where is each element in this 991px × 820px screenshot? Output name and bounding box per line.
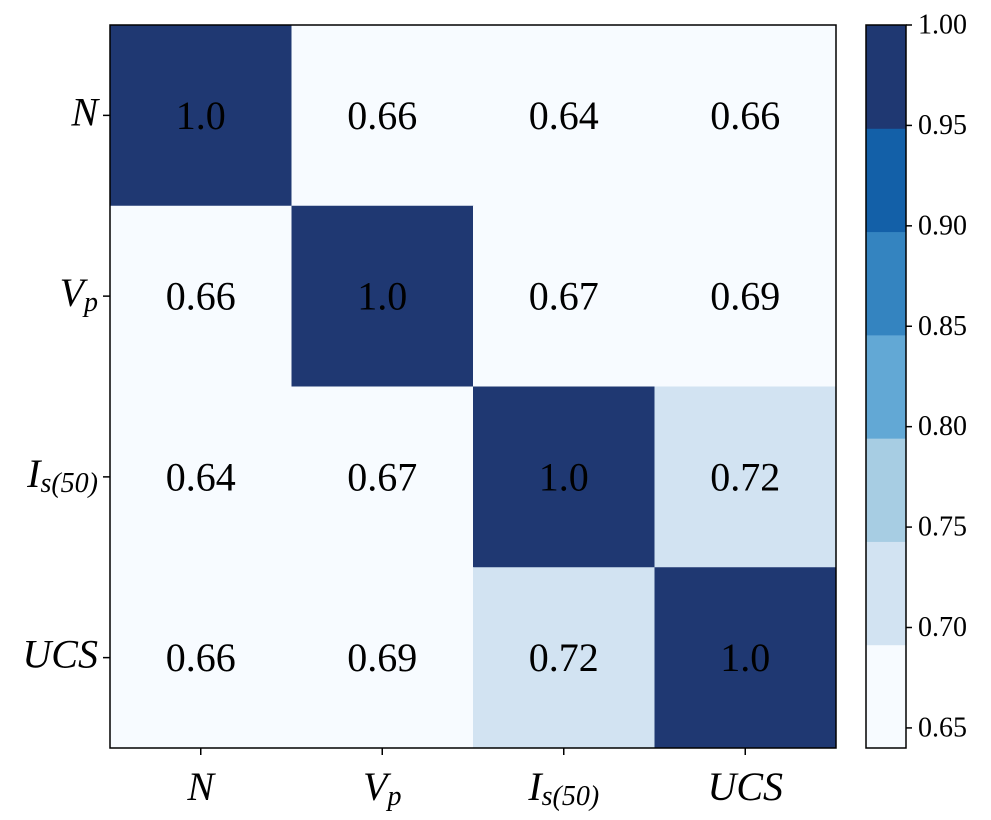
x-tick-label: N bbox=[186, 764, 216, 809]
heatmap-cell bbox=[110, 205, 292, 387]
cell-value-label: 0.66 bbox=[710, 93, 780, 138]
colorbar-band bbox=[866, 644, 906, 749]
heatmap-frame bbox=[109, 24, 837, 749]
colorbar-tick-label: 0.70 bbox=[918, 612, 967, 643]
cell-value-label: 1.0 bbox=[357, 274, 407, 319]
cell-value-label: 1.0 bbox=[720, 635, 770, 680]
y-tick-label-subscript: s(50) bbox=[40, 467, 98, 498]
colorbar-tick-label: 0.90 bbox=[918, 210, 967, 241]
cell-value-label: 0.64 bbox=[529, 93, 599, 138]
cell-value-label: 0.66 bbox=[347, 93, 417, 138]
colorbar-tick-label: 1.00 bbox=[918, 10, 967, 41]
colorbar: 1.00 0.95 0.90 0.85 0.80 0.75 0.70 0.65 bbox=[865, 10, 967, 749]
y-tick-label: UCS bbox=[22, 631, 98, 676]
heatmap-cell bbox=[110, 386, 292, 568]
heatmap-cell bbox=[291, 567, 474, 749]
x-tick-label-main: V bbox=[363, 764, 392, 809]
cell-value-label: 0.72 bbox=[710, 454, 780, 499]
y-tick-label-subscript: p bbox=[82, 287, 98, 318]
colorbar-frame bbox=[865, 24, 907, 749]
heatmap-cell bbox=[110, 25, 292, 207]
x-tick-label-main: N bbox=[186, 764, 216, 809]
heatmap-cell bbox=[473, 567, 655, 749]
heatmap-cell bbox=[291, 25, 474, 207]
y-tick-label-main: UCS bbox=[22, 631, 98, 676]
cell-value-label: 0.69 bbox=[710, 274, 780, 319]
cell-value-label: 0.72 bbox=[529, 635, 599, 680]
cell-value-label: 0.67 bbox=[347, 454, 417, 499]
colorbar-tick-label: 0.65 bbox=[918, 712, 967, 743]
colorbar-band bbox=[866, 25, 906, 129]
x-tick-label-main: I bbox=[527, 764, 543, 809]
x-tick-label-subscript: p bbox=[385, 781, 401, 812]
cell-value-label: 0.64 bbox=[166, 454, 236, 499]
y-tick-label: N bbox=[70, 89, 100, 134]
x-tick-label: Is(50) bbox=[527, 764, 599, 812]
heatmap-cells: 1.0 0.66 0.64 0.66 0.66 1.0 0.67 0.69 0.64 0.67 1.… bbox=[110, 25, 837, 749]
colorbar-tick-label: 0.95 bbox=[918, 110, 967, 141]
colorbar-tick-label: 0.75 bbox=[918, 512, 967, 543]
colorbar-tick-label: 0.85 bbox=[918, 311, 967, 342]
axes: N Vp Is(50) UCS N Vp Is(50) UCS bbox=[22, 89, 783, 812]
heatmap-cell bbox=[654, 205, 837, 387]
heatmap-cell bbox=[291, 205, 474, 387]
cell-value-label: 1.0 bbox=[176, 93, 226, 138]
colorbar-band bbox=[866, 128, 906, 233]
colorbar-band bbox=[866, 438, 906, 542]
cell-value-label: 0.67 bbox=[529, 274, 599, 319]
x-tick-label-subscript: s(50) bbox=[542, 781, 600, 812]
cell-value-label: 1.0 bbox=[539, 454, 589, 499]
cell-value-label: 0.66 bbox=[166, 635, 236, 680]
heatmap-cell bbox=[473, 25, 655, 207]
y-tick-label-main: N bbox=[70, 89, 100, 134]
x-tick-label: Vp bbox=[363, 764, 401, 812]
x-tick-label-main: UCS bbox=[707, 764, 783, 809]
colorbar-band bbox=[866, 334, 906, 439]
cell-value-label: 0.66 bbox=[166, 274, 236, 319]
heatmap-cell bbox=[654, 567, 837, 749]
heatmap-cell bbox=[110, 567, 292, 749]
colorbar-band bbox=[866, 541, 906, 646]
heatmap-cell bbox=[654, 25, 837, 207]
cell-value-label: 0.69 bbox=[347, 635, 417, 680]
heatmap-cell bbox=[654, 386, 837, 568]
heatmap-cell bbox=[291, 386, 474, 568]
y-tick-label: Vp bbox=[60, 270, 98, 318]
x-tick-label: UCS bbox=[707, 764, 783, 809]
y-tick-label-main: V bbox=[60, 270, 89, 315]
y-tick-label: Is(50) bbox=[26, 450, 98, 498]
heatmap-cell bbox=[473, 386, 655, 568]
colorbar-tick-label: 0.80 bbox=[918, 411, 967, 442]
colorbar-band bbox=[866, 231, 906, 336]
heatmap-cell bbox=[473, 205, 655, 387]
y-tick-label-main: I bbox=[26, 450, 42, 495]
